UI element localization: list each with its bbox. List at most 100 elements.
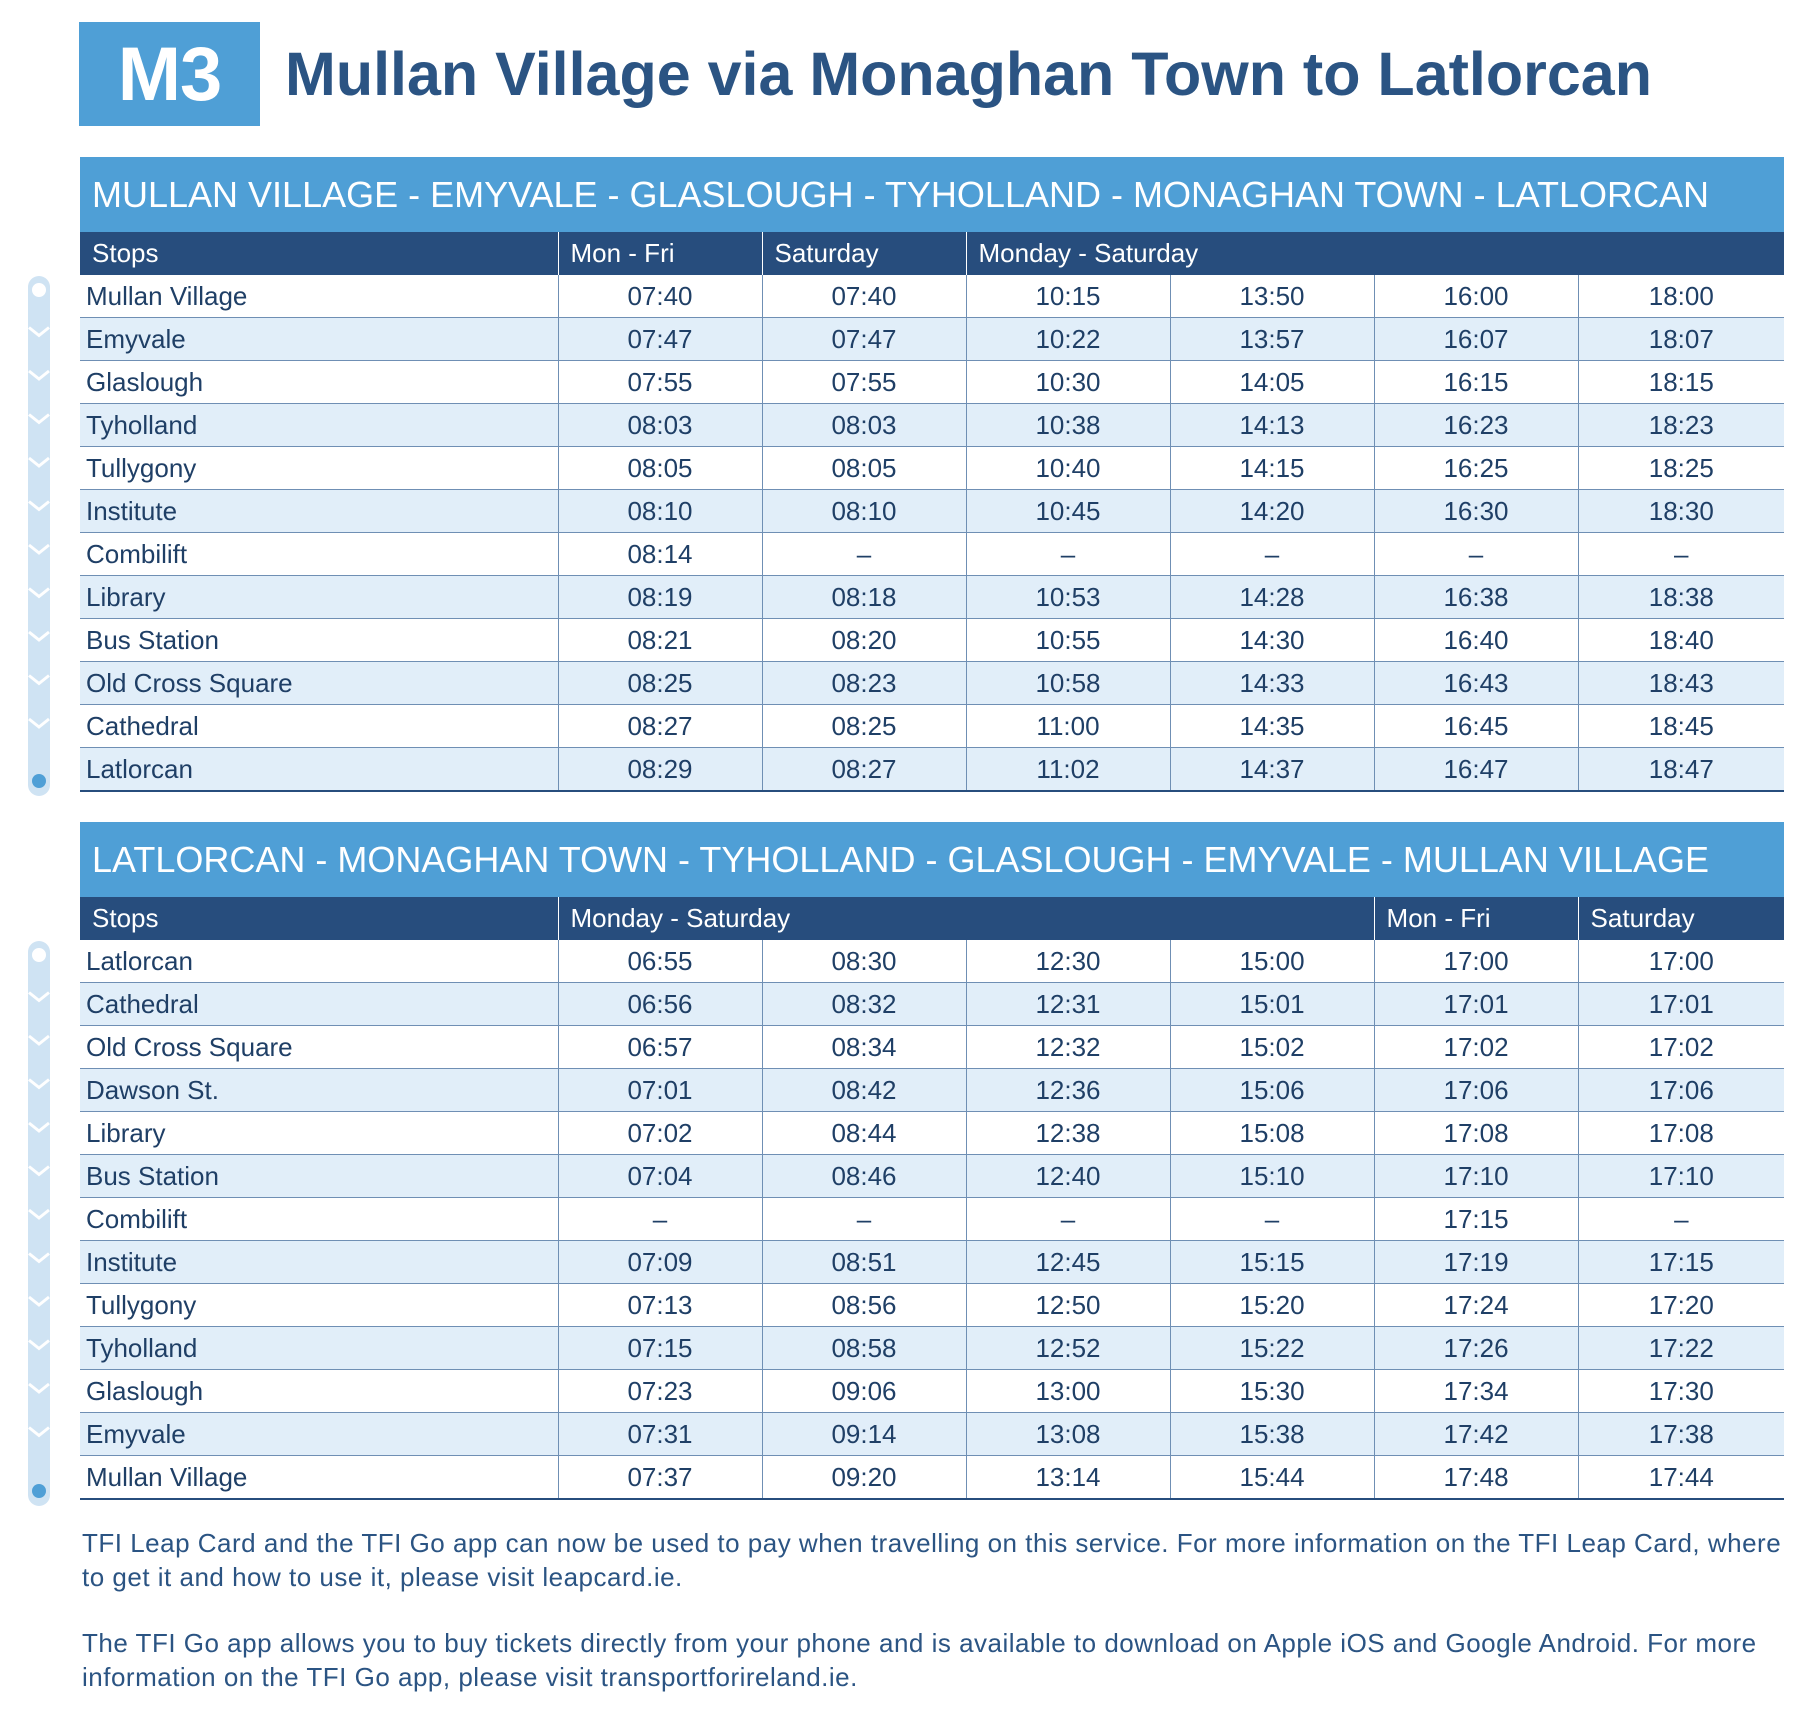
- departure-time: 16:23: [1374, 403, 1579, 447]
- stop-name: Dawson St.: [80, 1068, 559, 1112]
- departure-time: 18:43: [1578, 661, 1785, 705]
- departure-time: 17:00: [1374, 940, 1579, 983]
- departure-time: 16:00: [1374, 275, 1579, 318]
- departure-time: –: [558, 1197, 763, 1241]
- departure-time: 07:47: [762, 317, 967, 361]
- departure-time: 14:30: [1170, 618, 1375, 662]
- departure-time: 10:55: [966, 618, 1171, 662]
- departure-time: 15:01: [1170, 982, 1375, 1026]
- column-header: Saturday: [1578, 897, 1785, 940]
- timetable-table: Stops Mon - Fri Saturday Monday - Saturday …: [80, 232, 1785, 792]
- departure-time: 17:22: [1578, 1326, 1785, 1370]
- stop-name: Latlorcan: [80, 940, 559, 983]
- route-rail-inbound-icon: [28, 941, 50, 1506]
- departure-time: 18:15: [1578, 360, 1785, 404]
- departure-time: 12:32: [966, 1025, 1171, 1069]
- departure-time: 08:30: [762, 940, 967, 983]
- departure-time: 16:40: [1374, 618, 1579, 662]
- departure-time: 17:42: [1374, 1412, 1579, 1456]
- departure-time: 12:31: [966, 982, 1171, 1026]
- departure-time: 10:53: [966, 575, 1171, 619]
- departure-time: 15:10: [1170, 1154, 1375, 1198]
- column-header: Mon - Fri: [1374, 897, 1579, 940]
- departure-time: 08:14: [558, 532, 763, 576]
- departure-time: 15:20: [1170, 1283, 1375, 1327]
- departure-time: 16:25: [1374, 446, 1579, 490]
- departure-time: 15:38: [1170, 1412, 1375, 1456]
- departure-time: 10:22: [966, 317, 1171, 361]
- departure-time: 07:15: [558, 1326, 763, 1370]
- stop-name: Institute: [80, 489, 559, 533]
- leap-card-note: TFI Leap Card and the TFI Go app can now…: [82, 1528, 1782, 1592]
- table-row: Cathedral 06:56 08:32 12:31 15:01 17:01 17:01: [80, 982, 1785, 1026]
- table-row: Tullygony 07:13 08:56 12:50 15:20 17:24 17:20: [80, 1283, 1785, 1327]
- route-heading: MULLAN VILLAGE - EMYVALE - GLASLOUGH - T…: [80, 157, 1784, 232]
- tfi-go-note: The TFI Go app allows you to buy tickets…: [82, 1628, 1757, 1692]
- route-heading: LATLORCAN - MONAGHAN TOWN - TYHOLLAND - …: [80, 822, 1784, 897]
- departure-time: 12:45: [966, 1240, 1171, 1284]
- departure-time: 17:34: [1374, 1369, 1579, 1413]
- departure-time: 07:01: [558, 1068, 763, 1112]
- departure-time: 17:20: [1578, 1283, 1785, 1327]
- departure-time: 08:44: [762, 1111, 967, 1155]
- departure-time: 13:08: [966, 1412, 1171, 1456]
- departure-time: 17:01: [1374, 982, 1579, 1026]
- departure-time: 08:21: [558, 618, 763, 662]
- stop-name: Tyholland: [80, 403, 559, 447]
- departure-time: –: [966, 532, 1171, 576]
- departure-time: 10:30: [966, 360, 1171, 404]
- stop-name: Old Cross Square: [80, 1025, 559, 1069]
- departure-time: 17:10: [1578, 1154, 1785, 1198]
- departure-time: 18:07: [1578, 317, 1785, 361]
- departure-time: –: [966, 1197, 1171, 1241]
- departure-time: 09:14: [762, 1412, 967, 1456]
- timetable-table: Stops Monday - Saturday Mon - Fri Saturday …: [80, 897, 1785, 1500]
- departure-time: 10:45: [966, 489, 1171, 533]
- departure-time: 17:30: [1578, 1369, 1785, 1413]
- table-row: Library 08:19 08:18 10:53 14:28 16:38 18:38: [80, 575, 1785, 619]
- departure-time: 11:02: [966, 747, 1171, 792]
- route-rail-outbound-icon: [28, 276, 50, 796]
- departure-time: 07:37: [558, 1455, 763, 1500]
- departure-time: 17:08: [1374, 1111, 1579, 1155]
- route-badge: M3: [79, 22, 260, 126]
- departure-time: 08:25: [558, 661, 763, 705]
- departure-time: –: [762, 1197, 967, 1241]
- departure-time: –: [1374, 532, 1579, 576]
- table-row: Combilift 08:14– – – – –: [80, 532, 1785, 576]
- departure-time: 12:50: [966, 1283, 1171, 1327]
- stop-name: Cathedral: [80, 704, 559, 748]
- departure-time: 18:25: [1578, 446, 1785, 490]
- departure-time: 16:45: [1374, 704, 1579, 748]
- stop-name: Mullan Village: [80, 1455, 559, 1500]
- departure-time: 12:30: [966, 940, 1171, 983]
- departure-time: 14:05: [1170, 360, 1375, 404]
- departure-time: 12:38: [966, 1111, 1171, 1155]
- stop-name: Glaslough: [80, 360, 559, 404]
- stop-name: Old Cross Square: [80, 661, 559, 705]
- departure-time: 18:30: [1578, 489, 1785, 533]
- stop-name: Mullan Village: [80, 275, 559, 318]
- column-header: Monday - Saturday: [558, 897, 1375, 940]
- departure-time: 17:01: [1578, 982, 1785, 1026]
- departure-time: 08:05: [762, 446, 967, 490]
- table-row: Emyvale 07:31 09:14 13:08 15:38 17:42 17:38: [80, 1412, 1785, 1456]
- departure-time: 08:18: [762, 575, 967, 619]
- departure-time: –: [762, 532, 967, 576]
- column-header: Stops: [80, 232, 559, 275]
- departure-time: 14:37: [1170, 747, 1375, 792]
- table-row: Tyholland 07:15 08:58 12:52 15:22 17:26 17:22: [80, 1326, 1785, 1370]
- table-row: Glaslough 07:23 09:06 13:00 15:30 17:34 17:30: [80, 1369, 1785, 1413]
- departure-time: 13:14: [966, 1455, 1171, 1500]
- table-row: Combilift – – – –17:15–: [80, 1197, 1785, 1241]
- departure-time: 17:19: [1374, 1240, 1579, 1284]
- departure-time: 08:19: [558, 575, 763, 619]
- departure-time: 08:32: [762, 982, 967, 1026]
- departure-time: 10:15: [966, 275, 1171, 318]
- stop-name: Latlorcan: [80, 747, 559, 792]
- timetable-inbound: LATLORCAN - MONAGHAN TOWN - TYHOLLAND - …: [80, 822, 1785, 1500]
- stop-name: Tyholland: [80, 1326, 559, 1370]
- stop-name: Emyvale: [80, 317, 559, 361]
- departure-time: 17:24: [1374, 1283, 1579, 1327]
- departure-time: 08:25: [762, 704, 967, 748]
